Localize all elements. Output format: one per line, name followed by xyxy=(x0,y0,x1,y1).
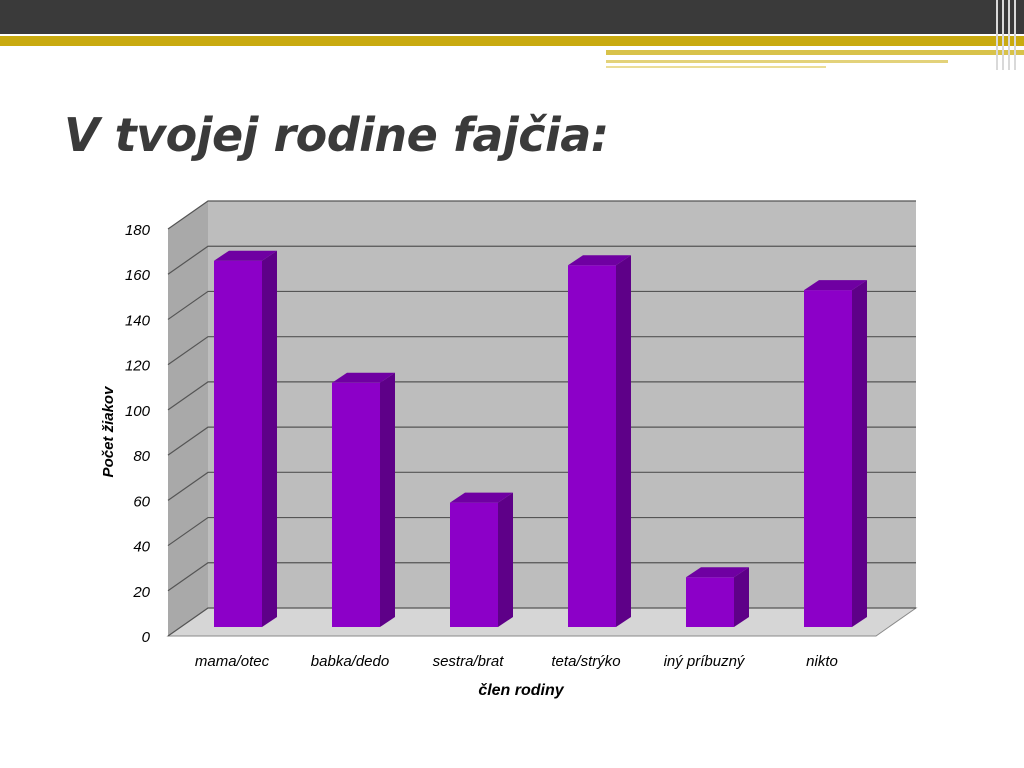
y-tick-label: 40 xyxy=(133,539,150,556)
gridline xyxy=(167,336,916,366)
y-tick-label: 180 xyxy=(125,222,151,239)
y-tick-label: 160 xyxy=(125,267,151,284)
x-axis-label: člen rodiny xyxy=(478,682,564,699)
bar-top xyxy=(332,372,395,383)
bars xyxy=(214,250,867,627)
x-tick-labels: mama/otec babka/dedo sestra/brat teta/strýk… xyxy=(195,653,838,670)
y-tick-labels: 0 20 40 60 80 100 120 140 160 180 xyxy=(125,222,151,646)
gridline xyxy=(167,245,916,275)
bar xyxy=(568,265,616,627)
bar-top xyxy=(450,492,513,503)
gold-line-3 xyxy=(606,66,826,68)
y-axis-label: Počet žiakov xyxy=(100,385,117,478)
decor-stripes xyxy=(994,0,1024,70)
bar-side xyxy=(498,492,513,627)
bar-side xyxy=(734,567,749,627)
bar-top xyxy=(686,567,749,578)
gold-line-1 xyxy=(606,50,1024,55)
bar-side xyxy=(852,280,867,627)
x-tick-label: sestra/brat xyxy=(433,653,505,670)
x-tick-label: teta/strýko xyxy=(551,653,620,670)
y-tick-label: 0 xyxy=(142,629,151,646)
gold-line-2 xyxy=(606,60,948,63)
x-tick-label: iný príbuzný xyxy=(664,653,746,670)
slide-title: V tvojej rodine fajčia: xyxy=(64,108,609,162)
gridline xyxy=(167,426,916,456)
x-tick-label: mama/otec xyxy=(195,653,270,670)
y-tick-label: 100 xyxy=(125,403,151,420)
y-tick-label: 120 xyxy=(125,358,151,375)
y-tick-label: 80 xyxy=(133,448,150,465)
bar xyxy=(804,290,852,627)
chart-side-wall xyxy=(168,201,208,636)
chart-floor xyxy=(166,607,918,637)
y-tick-label: 20 xyxy=(132,584,150,601)
bar-side xyxy=(262,250,277,627)
bar-top xyxy=(568,255,631,266)
bar xyxy=(332,382,380,627)
bar-side xyxy=(616,255,631,627)
gold-band xyxy=(0,36,1024,46)
x-tick-label: nikto xyxy=(806,653,838,670)
x-tick-label: babka/dedo xyxy=(311,653,389,670)
gridline xyxy=(167,471,916,501)
bar-top xyxy=(214,250,277,261)
gridlines xyxy=(167,200,916,637)
y-tick-label: 140 xyxy=(125,312,151,329)
bar xyxy=(450,502,498,627)
bar-side xyxy=(380,372,395,627)
gridline xyxy=(167,607,916,637)
bar xyxy=(214,260,262,627)
bar-top xyxy=(804,280,867,291)
gridline xyxy=(167,562,916,592)
top-dark-band xyxy=(0,0,1024,34)
gridline xyxy=(167,381,916,411)
gridline xyxy=(167,516,916,547)
gridline xyxy=(167,290,916,320)
gridline xyxy=(167,200,916,230)
bar xyxy=(686,577,734,627)
y-tick-label: 60 xyxy=(133,493,150,510)
